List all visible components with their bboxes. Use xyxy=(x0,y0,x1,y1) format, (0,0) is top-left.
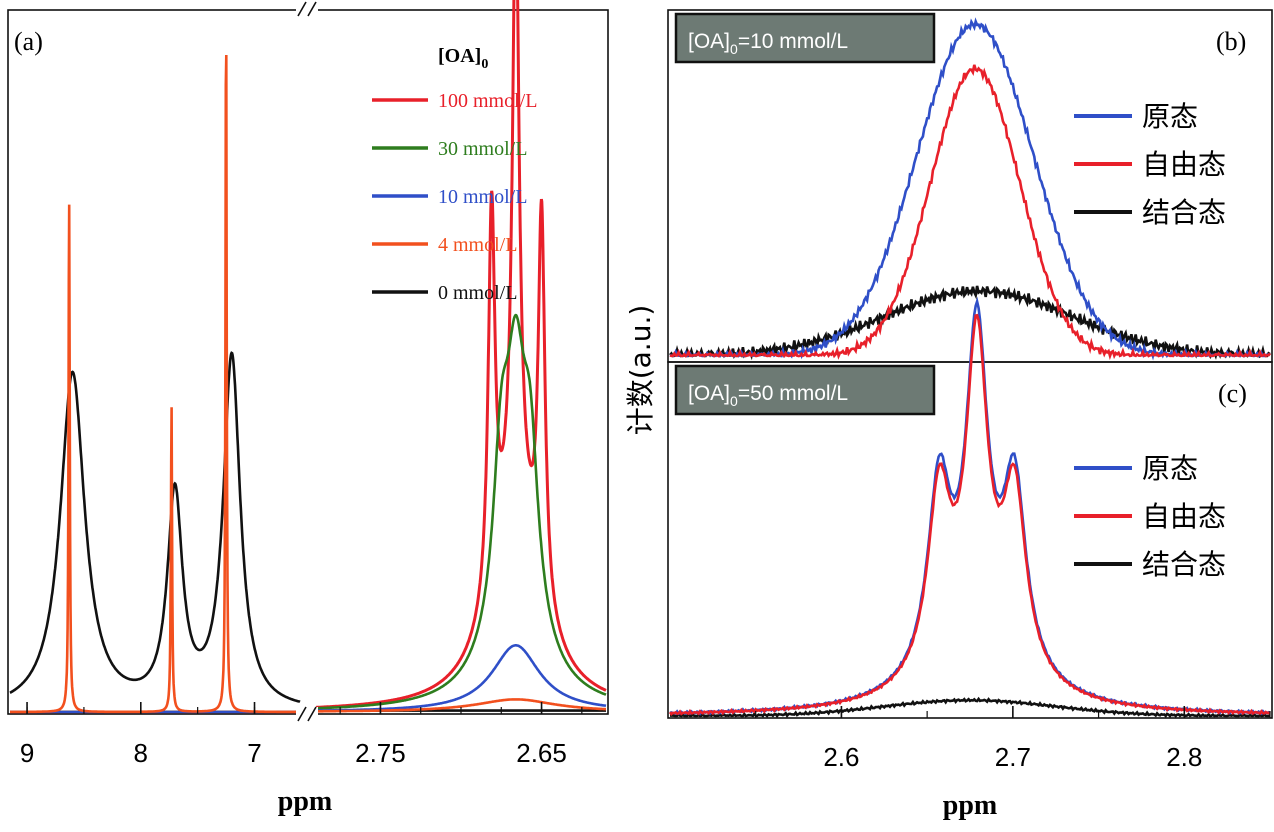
c-tick-label: 2.8 xyxy=(1166,742,1202,772)
panel-b-annotation: [OA]0=10 mmol/L xyxy=(688,30,848,57)
line-orange-seg1 xyxy=(316,698,606,713)
line-green-seg1 xyxy=(316,313,607,710)
legend-entry: 结合态 xyxy=(1142,196,1226,229)
panel-b-label: (b) xyxy=(1216,27,1246,56)
c-tick-label: 2.6 xyxy=(823,742,859,772)
line-black-seg0 xyxy=(9,351,301,703)
legend-entry: 自由态 xyxy=(1142,500,1226,533)
legend-entry: 原态 xyxy=(1142,452,1198,485)
legend-entry: 10 mmol/L xyxy=(438,186,527,208)
line-red xyxy=(668,313,1271,716)
c-tick-label: 2.7 xyxy=(995,742,1031,772)
legend-entry: 结合态 xyxy=(1142,548,1226,581)
panel-a-ticks: 9 8 7 2.75 2.65 xyxy=(20,702,583,768)
a-tick-label: 2.75 xyxy=(355,738,406,768)
panel-a-legend: [OA]0 100 mmol/L 30 mmol/L 10 mmol/L 4 mmol… xyxy=(372,45,537,304)
panel-a-curves xyxy=(9,0,607,714)
legend-entry: 原态 xyxy=(1142,100,1198,133)
shared-ylabel: 计数(a.u.) xyxy=(624,305,657,436)
a-tick-label: 7 xyxy=(247,738,261,768)
panel-a-label: (a) xyxy=(14,27,43,56)
panel-c-ticks: 2.6 2.7 2.8 xyxy=(755,706,1271,772)
line-red xyxy=(669,64,1272,361)
a-tick-label: 2.65 xyxy=(516,738,567,768)
line-orange-seg0 xyxy=(10,54,300,714)
legend-title: [OA]0 xyxy=(438,45,488,72)
legend-entry: 0 mmol/L xyxy=(438,282,517,304)
a-tick-label: 9 xyxy=(20,738,34,768)
legend-entry: 30 mmol/L xyxy=(438,138,527,160)
panel-b-annotation-box xyxy=(674,12,936,64)
line-red-seg1 xyxy=(316,0,607,709)
panel-b-curves xyxy=(669,17,1272,361)
panel-c-frame xyxy=(667,361,1273,719)
panel-a: (a) 9 8 7 2.75 2.65 [OA]0 100 mmol/L 30 mmol/… xyxy=(7,0,609,817)
panel-c-curves xyxy=(668,296,1271,719)
axis-break-top xyxy=(296,1,318,17)
panel-c-xlabel: ppm xyxy=(943,790,997,821)
panel-a-xlabel: ppm xyxy=(278,786,332,817)
panel-c-annotation-box xyxy=(674,364,936,416)
legend-entry: 4 mmol/L xyxy=(438,234,517,256)
a-tick-label: 8 xyxy=(134,738,148,768)
legend-entry: 自由态 xyxy=(1142,148,1226,181)
axis-break-bottom xyxy=(296,706,318,722)
panel-c-label: (c) xyxy=(1218,379,1247,408)
legend-entry: 100 mmol/L xyxy=(438,90,537,112)
line-black xyxy=(669,285,1271,361)
panel-c-annotation: [OA]0=50 mmol/L xyxy=(688,382,848,409)
line-black xyxy=(670,696,1271,719)
